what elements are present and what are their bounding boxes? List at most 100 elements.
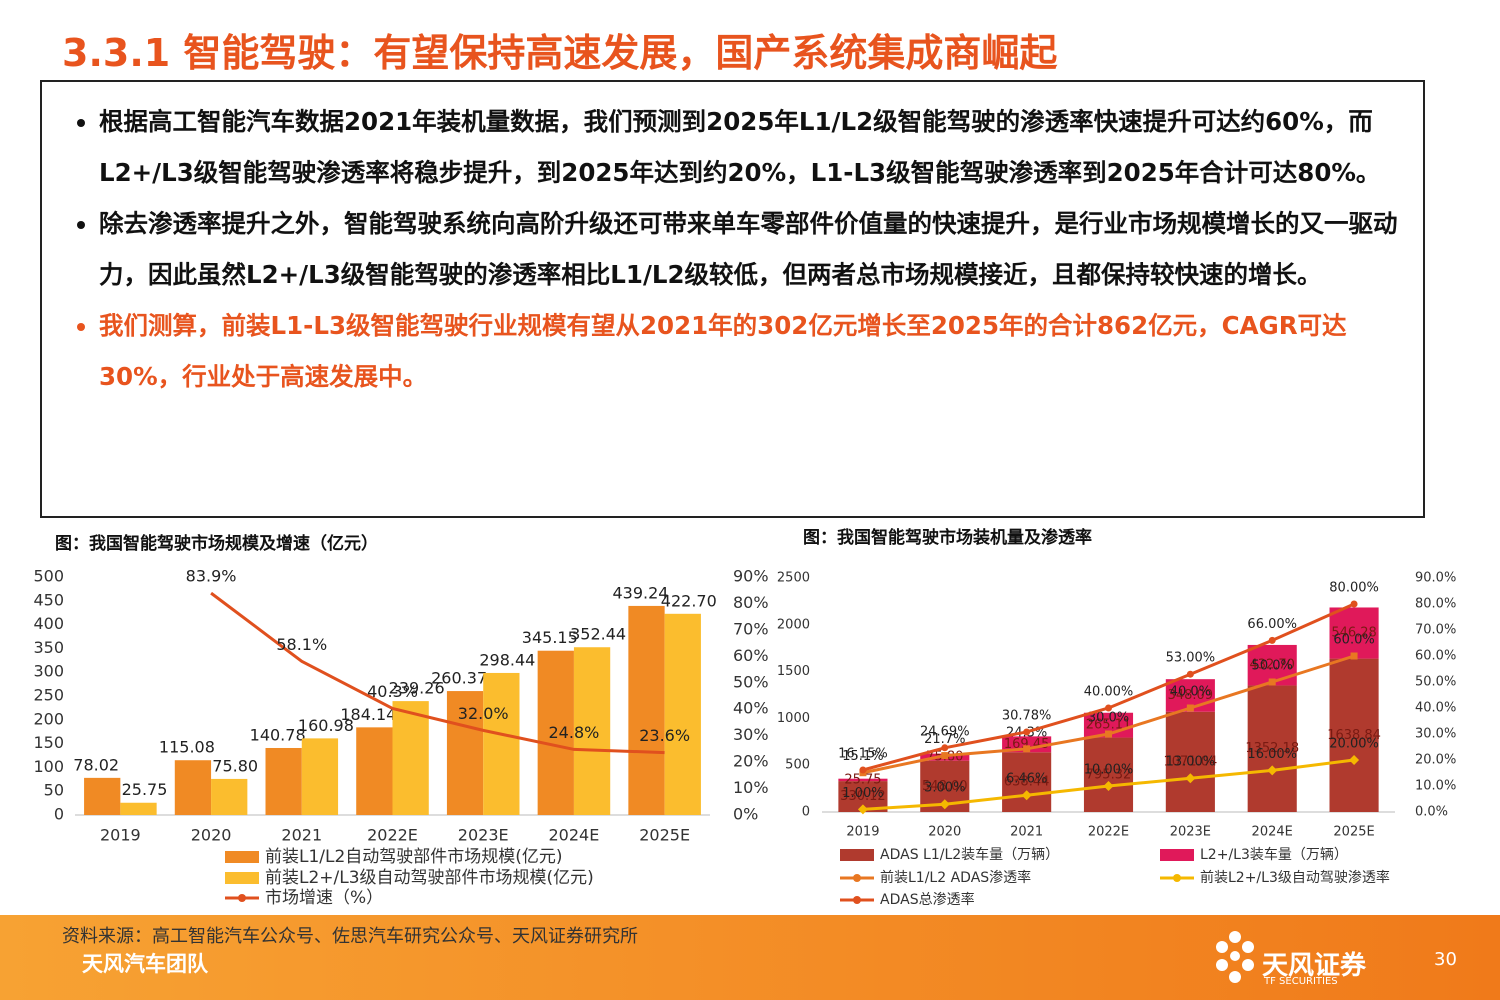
value-label: 1071.04	[1163, 754, 1217, 769]
value-label: 3.00%	[924, 781, 965, 796]
x-tick-label: 2019	[100, 826, 141, 845]
legend-swatch	[238, 894, 246, 902]
value-label: 15.1%	[842, 749, 883, 764]
value-label: 13.00%	[1166, 755, 1216, 770]
value-label: 40.00%	[1084, 685, 1134, 700]
value-label: 16.15%	[838, 747, 888, 762]
marker	[1350, 600, 1358, 608]
value-label: 83.9%	[186, 567, 237, 586]
marker	[859, 766, 867, 774]
value-label: 24.69%	[920, 724, 970, 739]
y-tick-label: 0	[802, 805, 810, 820]
y2-tick-label: 80.0%	[1415, 597, 1456, 612]
logo-icon	[1216, 931, 1254, 983]
bar	[446, 691, 484, 815]
bar	[483, 672, 520, 815]
x-tick-label: 2023E	[458, 826, 509, 845]
value-label: 25.75	[844, 772, 881, 787]
y2-tick-label: 70.0%	[1415, 623, 1456, 638]
bar-segment	[1329, 658, 1379, 812]
legend-swatch	[853, 896, 861, 904]
x-tick-label: 2019	[846, 825, 879, 840]
bar	[120, 802, 157, 815]
logo-sub: TF SECURITIES	[1264, 976, 1338, 987]
x-tick-label: 2024E	[1252, 825, 1293, 840]
page-number: 30	[1434, 949, 1457, 970]
value-label: 1.00%	[842, 786, 883, 801]
value-label: 115.08	[159, 738, 215, 757]
y-tick-label: 450	[33, 590, 64, 609]
value-label: 58.1%	[276, 635, 327, 654]
bar-segment	[838, 778, 888, 782]
marker	[1186, 704, 1194, 712]
legend-label: 前装L1/L2 ADAS渗透率	[880, 869, 1031, 886]
y2-tick-label: 50%	[733, 672, 769, 691]
value-label: 1638.84	[1327, 728, 1381, 743]
x-tick-label: 2022E	[367, 826, 418, 845]
bullet: 根据高工智能汽车数据2021年装机量数据，我们预测到2025年L1/L2级智能驾…	[99, 96, 1403, 198]
value-label: 546.28	[1331, 626, 1377, 641]
bar	[301, 738, 339, 815]
value-label: 30.0%	[1088, 711, 1129, 726]
legend-label: L2+/L3装车量（万辆）	[1200, 846, 1348, 863]
y-tick-label: 300	[33, 662, 64, 681]
value-label: 140.78	[250, 725, 306, 744]
y2-tick-label: 50.0%	[1415, 675, 1456, 690]
bar	[392, 701, 429, 815]
y2-tick-label: 20.0%	[1415, 753, 1456, 768]
value-label: 53.00%	[1166, 651, 1216, 666]
legend-swatch	[225, 872, 259, 884]
value-label: 160.98	[298, 716, 354, 735]
legend-label: ADAS总渗透率	[880, 891, 975, 908]
marker	[941, 744, 949, 752]
value-label: 32.0%	[458, 704, 509, 723]
marker	[941, 752, 949, 760]
bullet: 我们测算，前装L1-L3级智能驾驶行业规模有望从2021年的302亿元增长至20…	[99, 300, 1403, 402]
bar	[664, 613, 701, 815]
x-tick-label: 2021	[281, 826, 322, 845]
marker	[1267, 765, 1278, 776]
y2-tick-label: 30.0%	[1415, 727, 1456, 742]
value-label: 548.00	[922, 779, 968, 794]
value-label: 638.44	[1004, 775, 1050, 790]
value-label: 298.44	[479, 650, 535, 669]
marker	[1023, 728, 1031, 736]
y2-tick-label: 70%	[733, 619, 769, 638]
marker	[1268, 636, 1276, 644]
x-tick-label: 2020	[191, 826, 232, 845]
value-label: 23.6%	[639, 726, 690, 745]
y-tick-label: 0	[54, 805, 64, 824]
y-tick-label: 50	[44, 781, 64, 800]
value-label: 78.02	[73, 755, 119, 774]
bullet: 除去渗透率提升之外，智能驾驶系统向高阶升级还可带来单车零部件价值量的快速提升，是…	[99, 198, 1403, 300]
marker	[1023, 745, 1031, 753]
chart-title: 图：我国智能驾驶市场装机量及渗透率	[803, 527, 1092, 548]
y2-tick-label: 0.0%	[1415, 805, 1448, 820]
x-tick-label: 2024E	[549, 826, 600, 845]
footer: 资料来源：高工智能汽车公众号、佐思汽车研究公众号、天风证券研究所 天风汽车团队 …	[0, 915, 1500, 1000]
bullet-list: 根据高工智能汽车数据2021年装机量数据，我们预测到2025年L1/L2级智能驾…	[42, 82, 1423, 402]
y2-tick-label: 30%	[733, 725, 769, 744]
x-tick-label: 2023E	[1170, 825, 1211, 840]
legend-swatch	[1160, 849, 1194, 861]
logo-name: 天风证券	[1262, 951, 1367, 981]
y-tick-label: 400	[33, 614, 64, 633]
legend-swatch	[225, 851, 259, 863]
value-label: 432.70	[1249, 658, 1295, 673]
x-tick-label: 2022E	[1088, 825, 1129, 840]
legend-label: ADAS L1/L2装车量（万辆）	[880, 846, 1059, 863]
bar	[628, 605, 665, 815]
y-tick-label: 350	[33, 638, 64, 657]
y2-tick-label: 20%	[733, 752, 769, 771]
marker	[1103, 781, 1114, 791]
chart-title: 图：我国智能驾驶市场规模及增速（亿元）	[55, 533, 378, 554]
value-label: 75.80	[212, 756, 258, 775]
y2-tick-label: 80%	[733, 593, 769, 612]
value-label: 25.75	[122, 780, 168, 799]
y2-tick-label: 60.0%	[1415, 649, 1456, 664]
legend-label: 前装L1/L2自动驾驶部件市场规模(亿元)	[265, 847, 563, 867]
legend-label: 市场增速（%）	[265, 888, 383, 908]
bar	[573, 647, 611, 815]
marker	[1186, 670, 1194, 678]
bar	[356, 727, 393, 815]
